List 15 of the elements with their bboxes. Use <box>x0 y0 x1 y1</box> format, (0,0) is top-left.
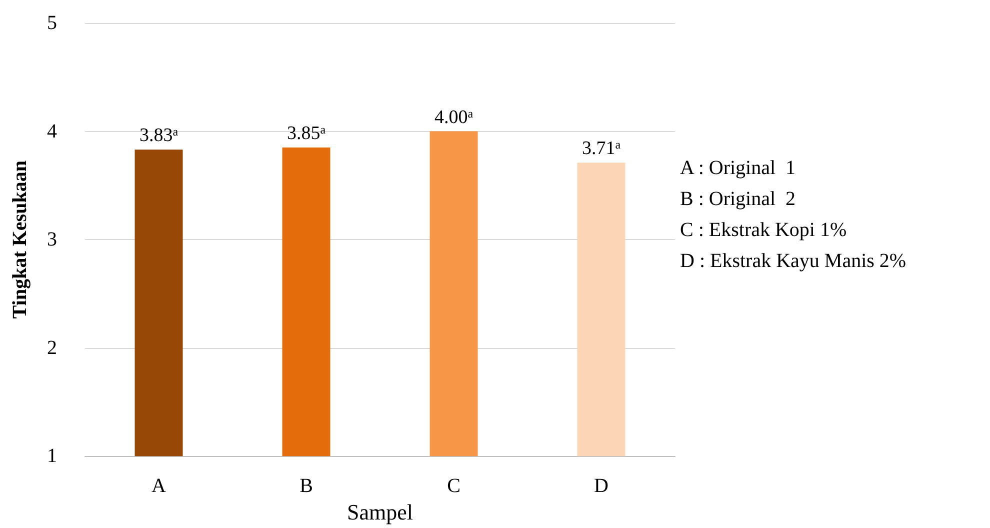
y-tick-label: 4 <box>47 120 57 142</box>
text: D : Ekstrak Kayu Manis 2% <box>680 250 906 272</box>
y-tick-label: 1 <box>47 445 57 468</box>
y-axis-title: Tingkat Kesukaan <box>9 160 31 319</box>
y-tick-label: 5 <box>47 12 57 34</box>
x-tick-label: C <box>447 475 460 498</box>
y-tick-label: 3 <box>47 228 57 251</box>
y-tick-label: 2 <box>47 336 57 359</box>
text: B : Original 2 <box>680 188 796 210</box>
x-tick-label: D <box>594 475 608 498</box>
x-tick-label: A <box>152 475 167 498</box>
text: C : Ekstrak Kopi 1% <box>680 219 847 241</box>
text: A : Original 1 <box>680 157 796 179</box>
x-tick-label: B <box>300 475 313 498</box>
x-axis-title: Sampel <box>347 500 413 524</box>
